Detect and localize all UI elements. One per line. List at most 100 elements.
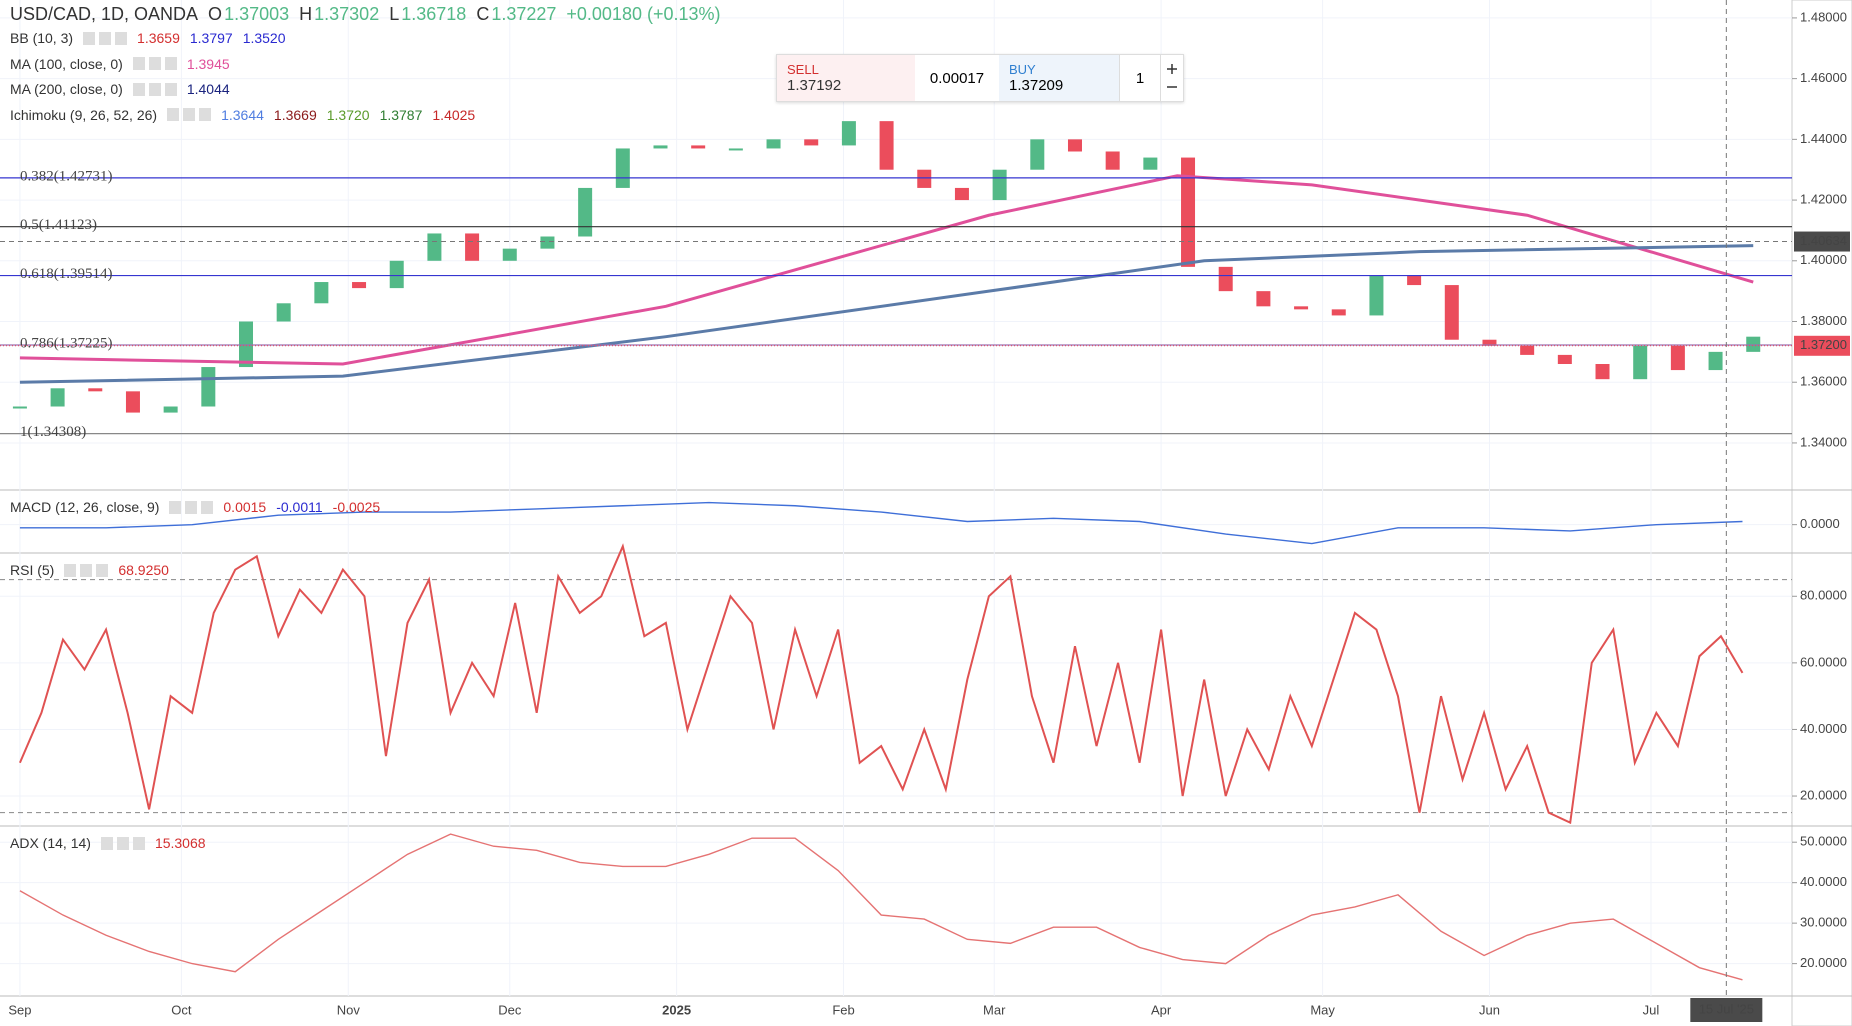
moving-average	[19, 174, 1754, 366]
indicator-name: Ichimoku (9, 26, 52, 26)	[10, 106, 158, 123]
candle	[841, 121, 856, 146]
legend-row: MACD (12, 26, close, 9) 0.0015 -0.0011 -0.0…	[10, 499, 380, 515]
fib-label: 0.618(1.39514)	[20, 266, 113, 282]
ohlc-key: C	[476, 4, 490, 24]
x-tick-label: Apr	[1151, 1002, 1172, 1017]
candle	[1143, 157, 1158, 170]
candle	[954, 187, 969, 201]
indicator-name: MACD (12, 26, close, 9)	[10, 499, 160, 515]
last-price-label: 1.37200	[1800, 337, 1847, 352]
candle	[1482, 339, 1497, 346]
candle	[352, 282, 367, 289]
y-tick-label: 60.0000	[1800, 654, 1847, 669]
candle	[88, 388, 103, 392]
legend-row: MA (200, close, 0) 1.4044	[10, 81, 230, 97]
y-tick-label: 20.0000	[1800, 955, 1847, 970]
indicator-value: 15.3068	[154, 835, 206, 851]
legend-buttons[interactable]	[132, 57, 177, 70]
legend-buttons[interactable]	[64, 563, 109, 577]
x-tick-label: May	[1310, 1002, 1335, 1017]
buy-button[interactable]: BUY 1.37209	[999, 55, 1119, 101]
candle	[653, 145, 668, 149]
indicator-name: MA (200, close, 0)	[10, 81, 123, 97]
indicator-value: 1.3797	[189, 30, 233, 46]
ohlc-key: L	[389, 4, 400, 24]
candle	[728, 148, 743, 151]
y-tick-label: 1.38000	[1800, 313, 1847, 328]
moving-average	[19, 244, 1754, 384]
buy-price: 1.37209	[1009, 77, 1064, 94]
fib-label: 0.786(1.37225)	[20, 335, 113, 351]
indicator-name: RSI (5)	[10, 562, 55, 578]
x-tick-label: 2025	[662, 1002, 691, 1017]
indicator-value: 1.3520	[242, 30, 286, 46]
y-tick-label: 1.42000	[1800, 192, 1847, 207]
indicator-value: -0.0025	[332, 499, 381, 515]
candle	[1256, 291, 1271, 307]
candle	[917, 169, 932, 188]
y-tick-label: 40.0000	[1800, 874, 1847, 889]
crosshair-date-label: 15 Jul '25	[1699, 1001, 1754, 1016]
candle	[1746, 336, 1761, 352]
fib-label: 0.382(1.42731)	[20, 168, 113, 184]
fib-label: 1(1.34308)	[20, 424, 86, 440]
x-tick-label: Jun	[1479, 1002, 1500, 1017]
indicator-value: -0.0011	[276, 499, 323, 515]
indicator-line	[19, 501, 1743, 545]
candle	[1294, 306, 1309, 310]
quantity[interactable]: 1	[1119, 55, 1160, 101]
candle	[201, 367, 216, 407]
candle	[163, 406, 178, 413]
legend-buttons[interactable]	[169, 500, 214, 514]
candle	[1331, 309, 1346, 316]
x-tick-label: Mar	[983, 1002, 1006, 1017]
candle	[314, 282, 329, 304]
candle	[427, 233, 442, 261]
y-tick-label: 1.44000	[1800, 131, 1847, 146]
indicator-value: 0.0015	[223, 499, 267, 515]
candle	[1181, 157, 1196, 267]
ohlc-key: H	[299, 4, 313, 24]
indicator-value: 1.3644	[221, 106, 264, 123]
candle	[1708, 351, 1723, 371]
sell-label: SELL	[787, 62, 819, 77]
y-tick-label: 1.34000	[1800, 434, 1847, 449]
axis-area	[1791, 0, 1852, 1026]
candle	[804, 139, 819, 146]
crosshair-date-tag	[1690, 998, 1763, 1022]
indicator-value: 1.3945	[186, 55, 230, 72]
sell-button[interactable]: SELL 1.37192	[777, 55, 915, 101]
stepper[interactable]	[1160, 55, 1183, 101]
symbol[interactable]: USD/CAD, 1D, OANDA	[10, 4, 199, 24]
indicator-value: 1.3659	[137, 30, 180, 46]
legend-buttons[interactable]	[132, 82, 177, 96]
candle	[615, 148, 630, 188]
candle	[50, 388, 65, 407]
ohlc-value: 1.37302	[314, 4, 380, 24]
legend-buttons[interactable]	[167, 108, 212, 121]
legend-row: RSI (5) 68.9250	[10, 562, 169, 578]
indicator-line	[18, 543, 1744, 825]
x-tick-label: Jul	[1643, 1002, 1660, 1017]
sell-price: 1.37192	[787, 77, 842, 94]
candle	[239, 321, 254, 368]
legend-row: ADX (14, 14) 15.3068	[10, 835, 206, 851]
legend-buttons[interactable]	[83, 31, 128, 45]
indicator-name: BB (10, 3)	[10, 30, 74, 46]
candle	[465, 233, 480, 261]
candle	[1633, 345, 1648, 380]
spread: 0.00017	[915, 55, 999, 101]
fib-label: 0.5(1.41123)	[20, 217, 97, 233]
stepper-icons	[1167, 64, 1177, 88]
y-tick-label: 30.0000	[1800, 915, 1847, 930]
candle	[691, 145, 706, 149]
x-tick-label: Feb	[832, 1002, 854, 1017]
ohlc-value: 1.37003	[224, 4, 290, 24]
legend-buttons[interactable]	[100, 836, 145, 850]
candle	[992, 169, 1007, 201]
candle	[1595, 364, 1610, 380]
indicator-value: 1.3720	[326, 106, 370, 123]
candle	[276, 303, 291, 322]
candle	[125, 391, 140, 413]
y-tick-label: 1.46000	[1800, 70, 1847, 85]
